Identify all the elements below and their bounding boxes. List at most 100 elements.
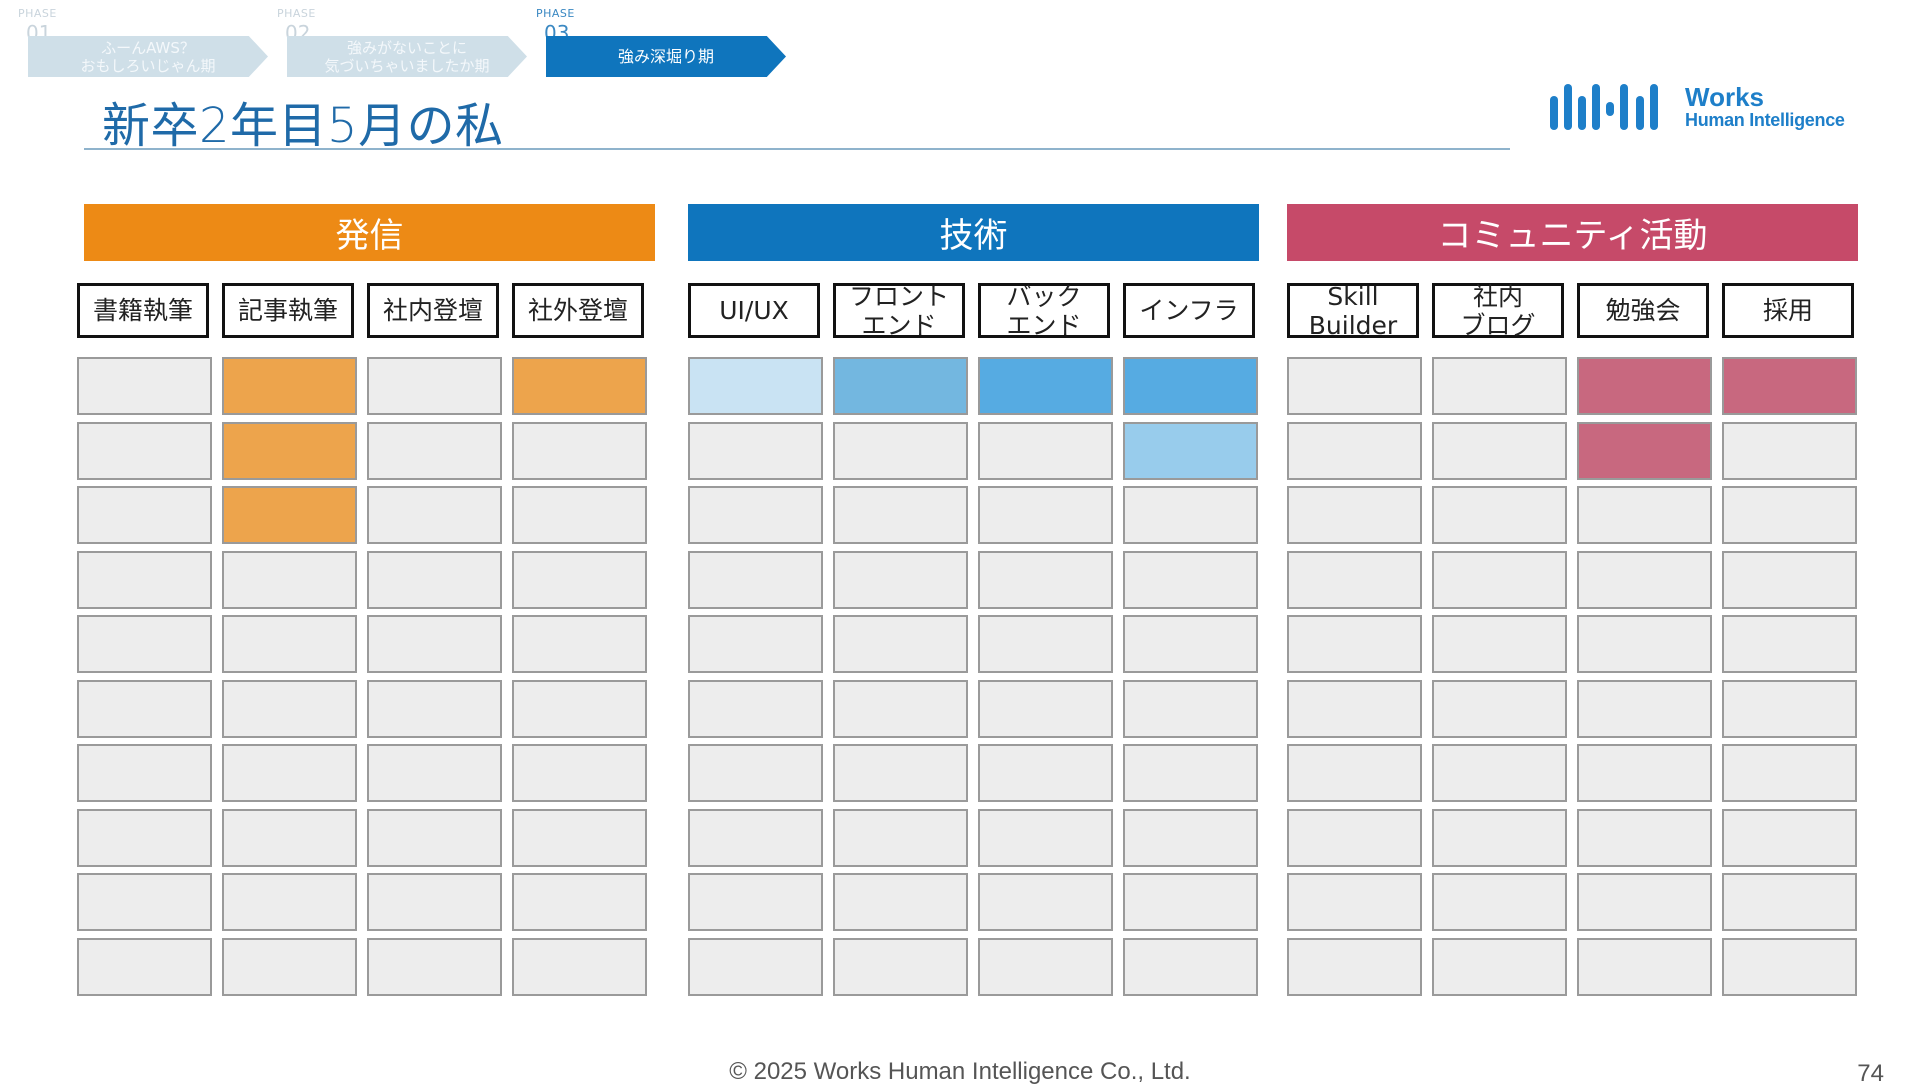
skill-cell	[1432, 938, 1567, 996]
skill-cell	[512, 422, 647, 480]
skill-cell	[222, 486, 357, 544]
slide-title: 新卒2年目5月の私	[102, 98, 504, 154]
skill-cell	[222, 357, 357, 415]
skill-cell	[512, 615, 647, 673]
skill-cell	[77, 938, 212, 996]
skill-cell	[1287, 744, 1422, 802]
skill-cell	[1432, 873, 1567, 931]
skill-cell	[833, 938, 968, 996]
column-header: 社外登壇	[512, 283, 644, 338]
skill-cell	[222, 680, 357, 738]
header-line2: エンド	[861, 310, 937, 340]
skill-cell	[77, 744, 212, 802]
skill-cell	[978, 744, 1113, 802]
column-header: 採用	[1722, 283, 1854, 338]
skill-cell	[1287, 357, 1422, 415]
skill-cell	[1577, 615, 1712, 673]
skill-cell	[1722, 357, 1857, 415]
skill-cell	[1432, 551, 1567, 609]
skill-cell	[1287, 422, 1422, 480]
skill-cell	[1123, 744, 1258, 802]
skill-cell	[1432, 680, 1567, 738]
skill-cell	[1287, 873, 1422, 931]
skill-cell	[512, 680, 647, 738]
header-line1: 社内	[1472, 281, 1523, 311]
skill-cell	[833, 357, 968, 415]
skill-cell	[367, 486, 502, 544]
skill-cell	[222, 422, 357, 480]
skill-cell	[1287, 615, 1422, 673]
skill-cell	[512, 873, 647, 931]
skill-cell	[688, 551, 823, 609]
column-header: 社内登壇	[367, 283, 499, 338]
skill-cell	[77, 615, 212, 673]
skill-cell	[1432, 809, 1567, 867]
skill-cell	[1287, 809, 1422, 867]
phase-chevron: ふーんAWS？ おもしろいじゃん期	[28, 36, 268, 77]
skill-cell	[833, 551, 968, 609]
skill-cell	[978, 551, 1113, 609]
skill-cell	[367, 615, 502, 673]
skill-cell	[978, 486, 1113, 544]
skill-cell	[222, 744, 357, 802]
skill-cell	[1432, 744, 1567, 802]
phase-text-line2: 気づいちゃいましたか期	[324, 56, 490, 75]
skill-cell	[512, 551, 647, 609]
skill-cell	[222, 551, 357, 609]
header-line1: 社内登壇	[382, 296, 483, 325]
skill-cell	[367, 744, 502, 802]
phase-label: PHASE	[18, 7, 57, 20]
skill-cell	[688, 873, 823, 931]
skill-cell	[688, 486, 823, 544]
skill-cell	[1123, 551, 1258, 609]
skill-cell	[978, 938, 1113, 996]
skill-cell	[77, 680, 212, 738]
header-line1: バック	[1006, 281, 1082, 311]
skill-cell	[1432, 422, 1567, 480]
skill-cell	[1722, 873, 1857, 931]
skill-cell	[978, 809, 1113, 867]
skill-cell	[367, 809, 502, 867]
skill-cell	[1577, 357, 1712, 415]
header-line1: フロント	[848, 281, 949, 311]
skill-cell	[1577, 938, 1712, 996]
skill-cell	[1123, 422, 1258, 480]
logo-text-works: Works	[1685, 82, 1764, 112]
logo-bars-icon	[1550, 84, 1658, 130]
skill-cell	[1577, 744, 1712, 802]
skill-cell	[77, 873, 212, 931]
skill-cell	[77, 551, 212, 609]
logo-text-hi: Human Intelligence	[1685, 110, 1845, 130]
page-number: 74	[1857, 1060, 1884, 1087]
skill-cell	[1432, 486, 1567, 544]
column-header: 勉強会	[1577, 283, 1709, 338]
skill-cell	[367, 357, 502, 415]
skill-cell	[1287, 486, 1422, 544]
skill-cell	[1722, 615, 1857, 673]
skill-cell	[512, 744, 647, 802]
skill-cell	[222, 809, 357, 867]
company-logo: Works Human Intelligence	[1548, 82, 1863, 132]
skill-cell	[1722, 809, 1857, 867]
header-line1: 採用	[1762, 296, 1813, 325]
skill-cell	[688, 357, 823, 415]
column-header: フロント エンド	[833, 281, 965, 340]
header-line1: UI/UX	[719, 296, 789, 325]
skill-cell	[688, 422, 823, 480]
phase-chevron: 強み深堀り期	[546, 36, 786, 77]
skill-cell	[512, 809, 647, 867]
skill-cell	[1722, 486, 1857, 544]
skill-cell	[1722, 680, 1857, 738]
category-banner-community: コミュニティ活動	[1287, 204, 1858, 261]
skill-cell	[833, 809, 968, 867]
column-header: 書籍執筆	[77, 283, 209, 338]
skill-cell	[1722, 938, 1857, 996]
header-line2: Builder	[1308, 310, 1398, 340]
skill-cell	[1287, 551, 1422, 609]
category-banner-hasshin: 発信	[84, 204, 655, 261]
skill-cell	[367, 938, 502, 996]
skill-cell	[77, 486, 212, 544]
skill-cell	[1577, 486, 1712, 544]
skill-cell	[222, 873, 357, 931]
skill-cell	[367, 422, 502, 480]
